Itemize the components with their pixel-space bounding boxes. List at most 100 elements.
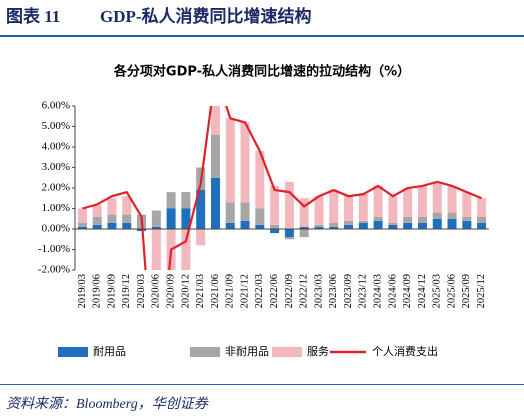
x-tick-label: 2024/12: [417, 274, 428, 308]
x-tick-label: 2020/12: [180, 274, 191, 308]
bar: [255, 151, 265, 209]
bar: [270, 185, 280, 225]
bar: [122, 214, 132, 223]
source: 资料来源：Bloomberg，华创证券: [6, 396, 209, 412]
bar: [181, 208, 191, 229]
bar: [477, 198, 487, 217]
bar: [417, 185, 427, 217]
bar: [181, 229, 191, 270]
bar: [299, 229, 309, 238]
line: [82, 106, 483, 270]
bar: [358, 194, 368, 221]
bar: [225, 118, 235, 203]
bar: [122, 196, 132, 215]
x-tick-label: 2022/06: [269, 274, 280, 308]
bar: [92, 204, 102, 217]
bar: [270, 224, 280, 229]
bar: [240, 122, 250, 203]
bar: [432, 212, 442, 219]
x-tick-label: 2024/03: [373, 274, 384, 308]
y-tick-label: 6.00%: [42, 100, 70, 112]
bar: [329, 222, 339, 227]
bar: [344, 220, 354, 225]
bar: [255, 224, 265, 229]
x-tick-label: 2019/09: [106, 274, 117, 308]
bar: [284, 229, 294, 238]
legend-swatch: [58, 347, 88, 357]
bar: [77, 226, 87, 229]
x-tick-label: 2021/12: [239, 274, 250, 308]
bar: [447, 212, 457, 219]
x-tick-label: 2022/09: [284, 274, 295, 308]
bar: [388, 196, 398, 223]
bar: [284, 181, 294, 229]
bar: [196, 190, 206, 229]
figure-number: 图表 11: [6, 6, 60, 26]
bar: [107, 198, 117, 215]
x-tick-label: 2023/12: [358, 274, 369, 308]
x-tick-label: 2020/09: [166, 274, 177, 308]
legend-label: 个人消费支出: [372, 344, 438, 358]
bar: [240, 202, 250, 221]
legend-label: 服务: [307, 345, 329, 358]
x-tick-label: 2025/12: [476, 274, 487, 308]
bar: [314, 224, 324, 227]
legend-swatch: [190, 347, 220, 357]
bar: [373, 216, 383, 221]
bar: [432, 181, 442, 213]
bar: [151, 229, 161, 270]
bar: [270, 229, 280, 234]
x-tick-label: 2025/03: [432, 274, 443, 308]
y-tick-label: 3.00%: [42, 161, 70, 173]
bar: [181, 192, 191, 209]
y-tick-label: -2.00%: [38, 264, 70, 276]
x-tick-label: 2020/03: [136, 274, 147, 308]
bar: [77, 222, 87, 227]
x-tick-label: 2021/03: [195, 274, 206, 308]
bar: [166, 208, 176, 229]
legend-swatch: [272, 347, 302, 357]
bar: [358, 220, 368, 223]
bar: [344, 196, 354, 221]
bar: [403, 216, 413, 223]
bar: [314, 226, 324, 229]
y-tick-label: 2.00%: [42, 182, 70, 194]
bar: [314, 196, 324, 225]
y-tick-label: 4.00%: [42, 141, 70, 153]
bar: [417, 222, 427, 229]
x-tick-label: 2023/06: [328, 274, 339, 308]
x-tick-label: 2025/09: [461, 274, 472, 308]
bar: [107, 222, 117, 229]
bar: [107, 214, 117, 223]
bar: [225, 202, 235, 223]
bar: [151, 210, 161, 227]
bar: [196, 229, 206, 246]
bar: [255, 208, 265, 225]
plot-area: [77, 106, 487, 270]
bar: [284, 237, 294, 240]
legend-label: 非耐用品: [225, 345, 269, 358]
bar: [329, 226, 339, 229]
chart-title: 各分项对GDP-私人消费同比增速的拉动结构（%）: [113, 64, 410, 80]
bar: [210, 177, 220, 229]
bar: [462, 216, 472, 221]
header-rule: [0, 35, 524, 37]
bar: [122, 222, 132, 229]
bar: [388, 222, 398, 225]
x-tick-label: 2019/03: [77, 274, 88, 308]
bar: [151, 226, 161, 229]
bar: [92, 224, 102, 229]
bar: [403, 188, 413, 217]
bar: [225, 222, 235, 229]
legend-label: 耐用品: [93, 345, 126, 358]
bar: [299, 198, 309, 227]
x-tick-label: 2024/09: [402, 274, 413, 308]
bar: [210, 134, 220, 178]
bar: [462, 192, 472, 217]
x-tick-label: 2023/09: [343, 274, 354, 308]
bar: [77, 208, 87, 223]
x-tick-label: 2020/06: [151, 274, 162, 308]
y-tick-label: 5.00%: [42, 120, 70, 132]
